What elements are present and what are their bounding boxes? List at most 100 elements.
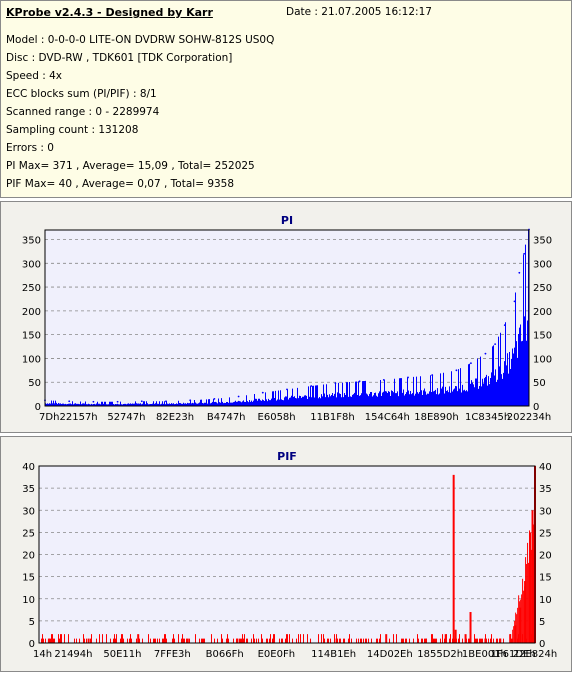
pi-xtick-label: E6058h (258, 412, 296, 423)
pi-data-point (358, 380, 361, 383)
info-line-model: Model : 0-0-0-0 LITE-ON DVDRW SOHW-812S … (6, 34, 275, 46)
pif-ytick-right: 35 (539, 484, 552, 495)
pif-xtick-label: 22E824h (513, 649, 557, 660)
pif-ytick-right: 25 (539, 528, 552, 539)
pif-ytick-right: 15 (539, 573, 552, 584)
pi-data-point (523, 252, 526, 255)
pi-data-point (189, 399, 192, 402)
pi-data-point (310, 385, 313, 387)
pif-chart-panel: PIF 0 0 5 5 10 10 15 15 20 20 25 25 30 30 35 35 40 40 14h 21… (0, 436, 572, 672)
info-line-range: Scanned range : 0 - 2289974 (6, 106, 160, 118)
pi-xtick-label: 18E890h (414, 412, 458, 423)
pi-data-point (455, 369, 458, 372)
pi-ytick-left: 250 (22, 283, 41, 294)
pif-chart-title: PIF (277, 450, 297, 463)
pi-data-point (494, 343, 497, 346)
pi-ytick-left: 50 (28, 378, 41, 389)
pi-data-point (68, 400, 71, 403)
pi-ytick-right: 50 (533, 378, 546, 389)
pi-ytick-right: 0 (533, 402, 539, 413)
pif-ytick-left: 5 (29, 617, 35, 628)
pi-data-point (470, 362, 472, 365)
pif-plot-border (38, 465, 536, 644)
pif-ytick-left: 0 (29, 639, 35, 650)
pi-xtick-label: 82E23h (156, 412, 194, 423)
pi-data-point (382, 378, 385, 381)
info-line-pif-stats: PIF Max= 40 , Average= 0,07 , Total= 935… (6, 178, 235, 190)
pi-ytick-right: 200 (533, 307, 552, 318)
info-panel: KProbe v2.4.3 - Designed by Karr Date : … (0, 0, 572, 198)
pi-ytick-left: 100 (22, 354, 41, 365)
pif-xtick-label: 1F61DEh (491, 649, 536, 660)
pi-data-point (165, 400, 167, 403)
pif-xtick-label: 14D02Eh (367, 649, 413, 660)
pif-ytick-left: 20 (22, 551, 35, 562)
info-line-errors: Errors : 0 (6, 142, 54, 154)
pi-xtick-label: 22157h (60, 412, 98, 423)
info-line-pi-stats: PI Max= 371 , Average= 15,09 , Total= 25… (6, 160, 255, 172)
pif-ytick-left: 25 (22, 528, 35, 539)
pi-data-point (140, 400, 143, 403)
pi-data-point (503, 324, 506, 327)
pi-plot-border (44, 229, 530, 407)
pi-chart-title: PI (281, 214, 293, 227)
pif-xtick-label: 114B1Eh (311, 649, 356, 660)
pi-data-point (237, 395, 240, 398)
pi-chart-panel: PI 0 0 50 50 100 100 150 150 200 200 250 250 300 300 35… (0, 201, 572, 433)
info-line-disc: Disc : DVD-RW , TDK601 [TDK Corporation] (6, 52, 233, 64)
pif-xtick-label: E0E0Fh (258, 649, 295, 660)
pif-ytick-left: 30 (22, 506, 35, 517)
pif-xtick-label: 50E11h (103, 649, 141, 660)
pi-data-point (213, 397, 216, 400)
pi-ytick-left: 0 (35, 402, 41, 413)
pi-ytick-left: 200 (22, 307, 41, 318)
pi-xtick-label: 11B1F8h (310, 412, 354, 423)
pi-ytick-right: 100 (533, 354, 552, 365)
pi-ytick-right: 150 (533, 331, 552, 342)
pi-ytick-right: 300 (533, 259, 552, 270)
pi-ytick-right: 250 (533, 283, 552, 294)
pi-xtick-label: 202234h (507, 412, 552, 423)
pi-ytick-left: 350 (22, 236, 41, 247)
pi-data-point (431, 374, 434, 376)
pi-data-point (334, 382, 337, 385)
pif-xtick-label: 7FFE3h (154, 649, 191, 660)
pif-ytick-right: 5 (539, 617, 545, 628)
pi-data-point (116, 400, 119, 403)
pi-ytick-right: 350 (533, 236, 552, 247)
pif-xtick-label: B066Fh (206, 649, 244, 660)
pi-chart: PI 0 0 50 50 100 100 150 150 200 200 250 250 300 300 35… (22, 214, 552, 423)
info-line-speed: Speed : 4x (6, 70, 63, 82)
pif-xtick-label: 1BE001h (462, 649, 507, 660)
pi-data-point (513, 300, 516, 303)
info-line-sampling: Sampling count : 131208 (6, 124, 139, 136)
pi-xtick-label: 7Dh (39, 412, 59, 423)
pi-data-point (286, 388, 288, 391)
pif-xtick-label: 14h (33, 649, 52, 660)
pif-ytick-right: 30 (539, 506, 552, 517)
pi-data-point (484, 352, 487, 355)
pif-ytick-left: 15 (22, 573, 35, 584)
pi-data-point (518, 271, 521, 274)
pi-ytick-left: 150 (22, 331, 41, 342)
pi-xtick-label: 154C64h (365, 412, 410, 423)
pif-ytick-right: 40 (539, 462, 552, 473)
pif-xtick-label: 1855D2h (417, 649, 463, 660)
pif-ytick-left: 40 (22, 462, 35, 473)
pi-plot-area (44, 229, 530, 407)
pi-data-point (261, 391, 264, 394)
pif-ytick-left: 10 (22, 595, 35, 606)
pi-xtick-label: B4747h (207, 412, 246, 423)
info-line-ecc: ECC blocks sum (PI/PIF) : 8/1 (6, 88, 157, 100)
pif-xtick-label: 21494h (54, 649, 92, 660)
pi-data-point (407, 376, 409, 379)
pif-ytick-right: 20 (539, 551, 552, 562)
pif-ytick-right: 10 (539, 595, 552, 606)
pi-ytick-left: 300 (22, 259, 41, 270)
pif-ytick-right: 0 (539, 639, 545, 650)
pi-xtick-label: 52747h (107, 412, 145, 423)
app-title: KProbe v2.4.3 - Designed by Karr (6, 6, 213, 19)
pi-xtick-label: 1C8345h (465, 412, 510, 423)
pi-data-point (92, 400, 95, 403)
pif-chart: PIF 0 0 5 5 10 10 15 15 20 20 25 25 30 30 35 35 40 40 14h 21… (22, 450, 557, 660)
